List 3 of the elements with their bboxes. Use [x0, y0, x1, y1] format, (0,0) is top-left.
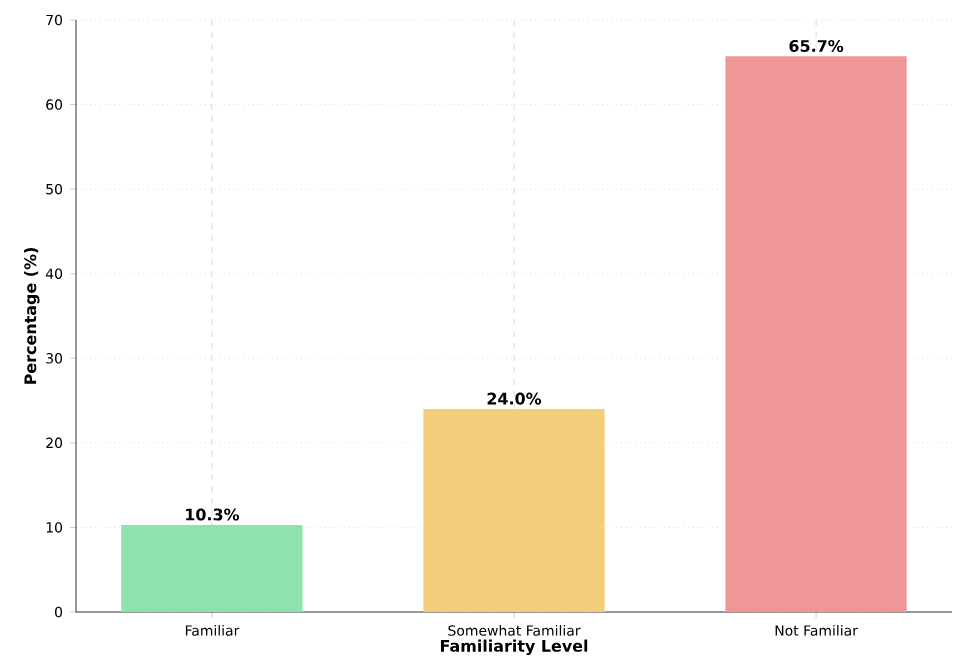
bar — [423, 409, 605, 612]
bar — [121, 524, 303, 612]
bar — [725, 56, 907, 612]
